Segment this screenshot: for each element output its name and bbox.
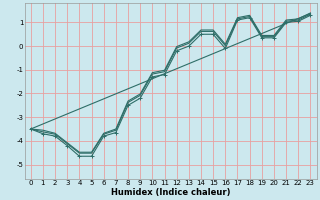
X-axis label: Humidex (Indice chaleur): Humidex (Indice chaleur) <box>111 188 230 197</box>
